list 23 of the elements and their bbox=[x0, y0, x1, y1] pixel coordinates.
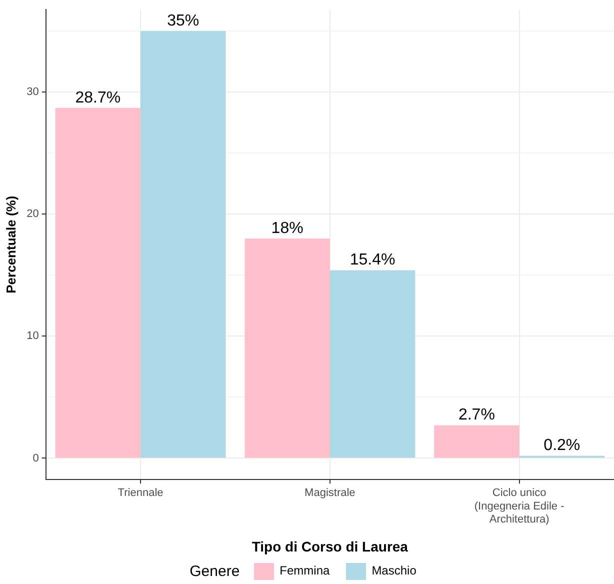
y-axis-title: Percentuale (%) bbox=[3, 196, 18, 294]
x-tick-label: Ciclo unico (Ingegneria Edile - Architettura) bbox=[474, 487, 565, 526]
bar bbox=[434, 425, 520, 458]
bar bbox=[140, 30, 226, 458]
data-label: 18% bbox=[271, 220, 304, 237]
x-tick-label: Magistrale bbox=[304, 487, 356, 500]
legend-title: Genere bbox=[190, 562, 240, 580]
bar bbox=[55, 108, 141, 458]
bar bbox=[244, 238, 330, 458]
y-tick-label: 20 bbox=[26, 208, 39, 220]
data-label: 28.7% bbox=[75, 89, 121, 106]
data-label: 35% bbox=[167, 12, 200, 30]
data-label: 15.4% bbox=[350, 252, 396, 269]
y-tick-label: 10 bbox=[26, 330, 39, 342]
x-tick-label: Triennale bbox=[118, 487, 164, 500]
bar bbox=[330, 270, 416, 458]
legend-label: Femmina bbox=[278, 562, 330, 580]
legend-label: Maschio bbox=[370, 562, 416, 580]
x-axis-title: Tipo di Corso di Laurea bbox=[252, 538, 408, 554]
data-label: 0.2% bbox=[544, 437, 580, 454]
y-tick-label: 30 bbox=[26, 86, 39, 98]
y-tick-label: 0 bbox=[32, 452, 39, 464]
data-label: 2.7% bbox=[458, 406, 495, 424]
